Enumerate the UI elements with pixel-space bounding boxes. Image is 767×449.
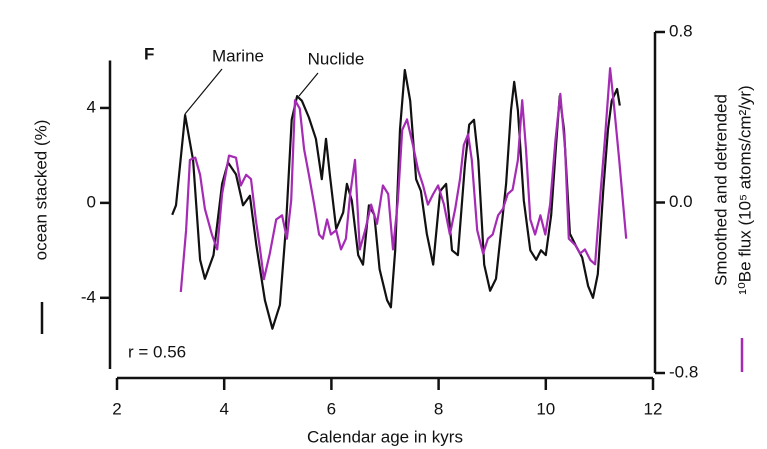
y-tick-label: 0 xyxy=(87,192,96,211)
y2-tick-label: -0.8 xyxy=(669,362,698,381)
data-line xyxy=(171,68,621,330)
series-label: Nuclide xyxy=(308,49,365,68)
y2-tick-label: 0.0 xyxy=(669,192,693,211)
x-tick-label: 4 xyxy=(219,399,228,418)
panel-label: F xyxy=(144,44,154,63)
y2-axis-title: ¹⁰Be flux (10⁵ atoms/cm²/yr) xyxy=(735,85,754,294)
leader-line xyxy=(298,72,319,97)
x-tick-label: 12 xyxy=(644,399,663,418)
y-axis-title: ocean stacked (%) xyxy=(31,120,50,261)
y2-axis-title: Smoothed and detrended xyxy=(711,94,730,286)
y2-tick-label: 0.8 xyxy=(669,21,693,40)
y-tick-label: 4 xyxy=(87,97,96,116)
leader-line xyxy=(184,68,223,115)
x-tick-label: 8 xyxy=(434,399,443,418)
x-tick-label: 10 xyxy=(536,399,555,418)
data-line xyxy=(179,67,628,293)
x-tick-label: 2 xyxy=(112,399,121,418)
x-tick-label: 6 xyxy=(327,399,336,418)
x-axis-title: Calendar age in kyrs xyxy=(307,427,463,446)
annotation: r = 0.56 xyxy=(128,342,186,361)
y-tick-label: -4 xyxy=(81,287,96,306)
series-label: Marine xyxy=(212,46,264,65)
